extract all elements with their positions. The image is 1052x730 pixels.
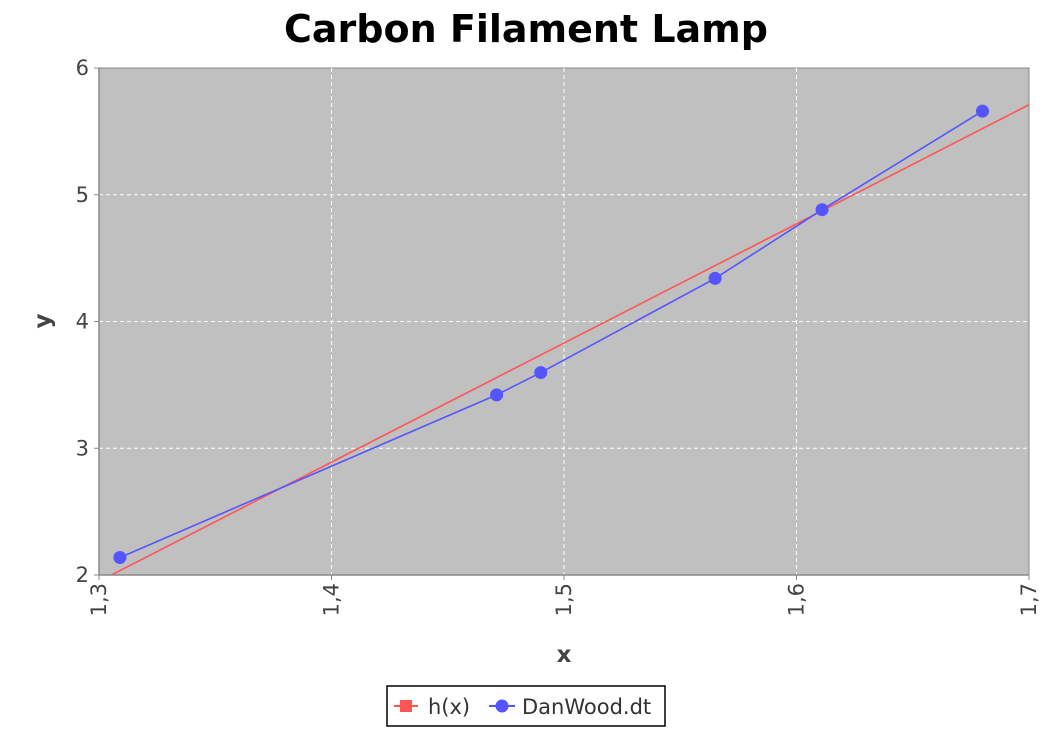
data-point	[976, 104, 989, 118]
x-axis-label: x	[557, 642, 572, 668]
series-line-hx	[109, 104, 1029, 575]
x-tick-label: 1,5	[552, 583, 576, 616]
x-tick-label: 1,7	[1017, 583, 1041, 616]
y-tick-label: 5	[76, 183, 89, 207]
grid-lines	[99, 68, 1029, 575]
x-tick-label: 1,6	[785, 583, 809, 616]
y-tick-label: 4	[76, 310, 89, 334]
legend-label-danwood: DanWood.dt	[522, 695, 651, 719]
legend-box	[386, 685, 666, 727]
y-tick-label: 3	[76, 436, 89, 460]
legend-marker-hx	[400, 700, 412, 712]
axes	[94, 67, 1030, 580]
legend-label-hx: h(x)	[428, 695, 470, 719]
y-tick-label: 2	[76, 563, 89, 587]
series-line-danwood	[119, 110, 983, 559]
y-axis-label: y	[30, 314, 56, 329]
tick-labels: 1,3 1,4 1,5 1,6 1,7 2 3 4 5 6	[76, 56, 1041, 616]
legend-marker-danwood	[495, 699, 509, 713]
data-point	[534, 366, 548, 380]
x-tick-label: 1,3	[87, 583, 111, 616]
x-tick-label: 1,4	[320, 583, 344, 616]
data-point	[815, 203, 829, 217]
legend: h(x) DanWood.dt	[386, 685, 666, 727]
data-point	[708, 271, 722, 285]
data-point	[490, 388, 504, 402]
chart-title: Carbon Filament Lamp	[284, 7, 768, 51]
data-point	[113, 551, 127, 565]
y-tick-label: 6	[76, 56, 89, 80]
series-layer	[109, 104, 1029, 575]
